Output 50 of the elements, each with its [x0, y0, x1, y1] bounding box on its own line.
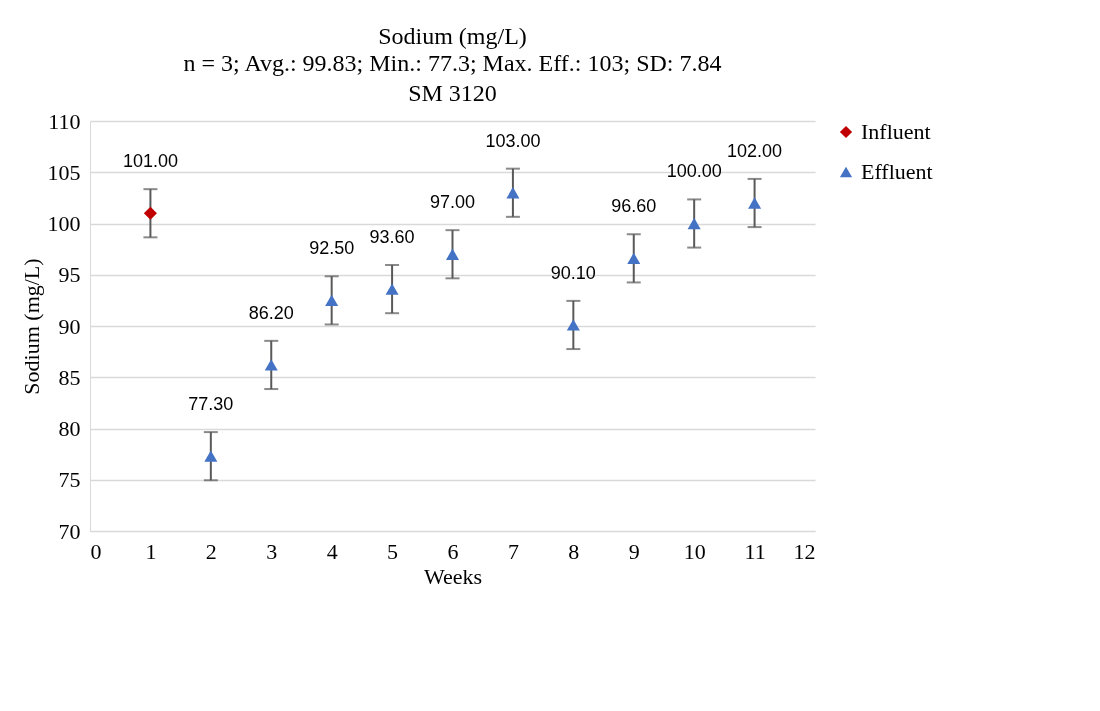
y-tick-label: 70	[58, 518, 81, 544]
point	[687, 217, 701, 230]
point	[566, 319, 580, 331]
x-tick-label: 7	[507, 538, 519, 564]
x-tick-label: 3	[266, 538, 278, 564]
legend-label: Effluent	[861, 159, 933, 184]
point	[627, 252, 641, 264]
y-tick-label: 75	[58, 467, 81, 493]
y-axis-title: Sodium (mg/L)	[18, 258, 44, 395]
data-label: 100.00	[666, 161, 722, 182]
data-label: 97.00	[429, 192, 476, 213]
y-tick-label: 110	[48, 108, 81, 134]
y-tick-label: 80	[58, 416, 81, 441]
x-axis-title: Weeks	[423, 563, 483, 589]
legend-label: Influent	[861, 119, 931, 144]
chart-title: Sodium (mg/L)	[378, 23, 527, 49]
data-label: 90.10	[550, 262, 596, 283]
point	[325, 294, 339, 307]
x-tick-label: 11	[744, 538, 766, 564]
x-tick-label: 12	[793, 538, 816, 564]
point	[143, 206, 157, 220]
y-tick-label: 100	[47, 211, 81, 236]
x-tick-label: 9	[628, 538, 640, 564]
data-label: 103.00	[485, 130, 541, 151]
data-label: 92.50	[309, 238, 355, 259]
x-tick-label: 1	[145, 538, 157, 564]
point	[506, 187, 520, 199]
y-tick-label: 90	[58, 313, 81, 339]
data-label: 86.20	[248, 302, 294, 323]
point	[385, 283, 399, 295]
point	[748, 197, 762, 209]
x-tick-label: 10	[683, 538, 706, 564]
chart-subtitle: n = 3; Avg.: 99.83; Min.: 77.3; Max. Eff.: 103; SD: 7.84 SM 3120	[183, 50, 722, 106]
x-tick-label: 0	[90, 538, 102, 564]
x-tick-label: 5	[387, 538, 399, 564]
x-tick-label: 8	[568, 538, 580, 564]
x-tick-label: 4	[326, 538, 338, 564]
data-label: 77.30	[188, 394, 234, 415]
data-label: 93.60	[369, 227, 415, 248]
data-label: 96.60	[611, 196, 657, 217]
point	[445, 248, 460, 260]
point	[264, 359, 278, 371]
data-label: 102.00	[727, 140, 783, 161]
y-tick-label: 95	[58, 262, 81, 288]
point	[204, 450, 218, 462]
x-tick-label: 2	[205, 538, 217, 564]
x-tick-label: 6	[447, 538, 459, 564]
y-tick-label: 85	[58, 364, 81, 390]
data-label: 101.00	[122, 151, 178, 172]
y-tick-label: 105	[47, 159, 81, 185]
